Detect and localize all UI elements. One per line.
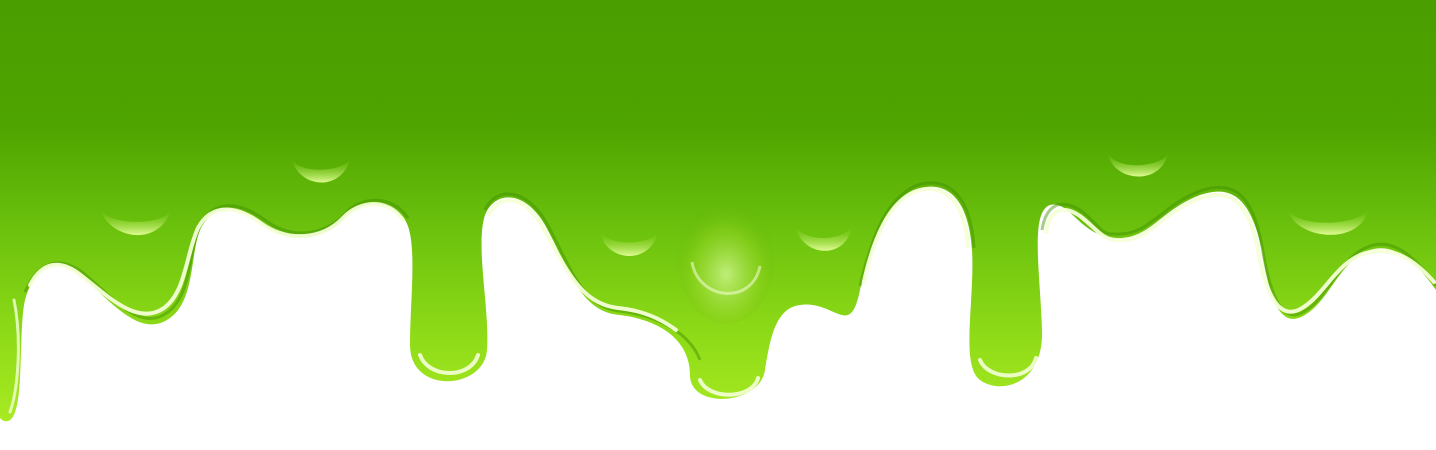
- drip-tip-highlight: [698, 376, 760, 397]
- slime-highlight-rim: [28, 202, 405, 316]
- slime-highlight-rim: [487, 198, 678, 332]
- droplet-reflection: [292, 160, 350, 183]
- droplet-reflection: [796, 226, 852, 251]
- slime-highlight-rim: [862, 186, 970, 284]
- drip-tip-highlight: [418, 353, 480, 375]
- drip-tip-highlight: [978, 356, 1038, 378]
- slime-bubble: [678, 200, 774, 324]
- droplet-reflection: [1288, 210, 1368, 235]
- droplet-reflection: [1108, 154, 1168, 177]
- slime-highlight-rim: [8, 298, 20, 414]
- slime-highlight-rim: [1044, 192, 1436, 314]
- droplet-reflection: [100, 210, 170, 236]
- slime-bubble-highlight: [690, 261, 762, 295]
- droplet-reflection: [600, 232, 658, 257]
